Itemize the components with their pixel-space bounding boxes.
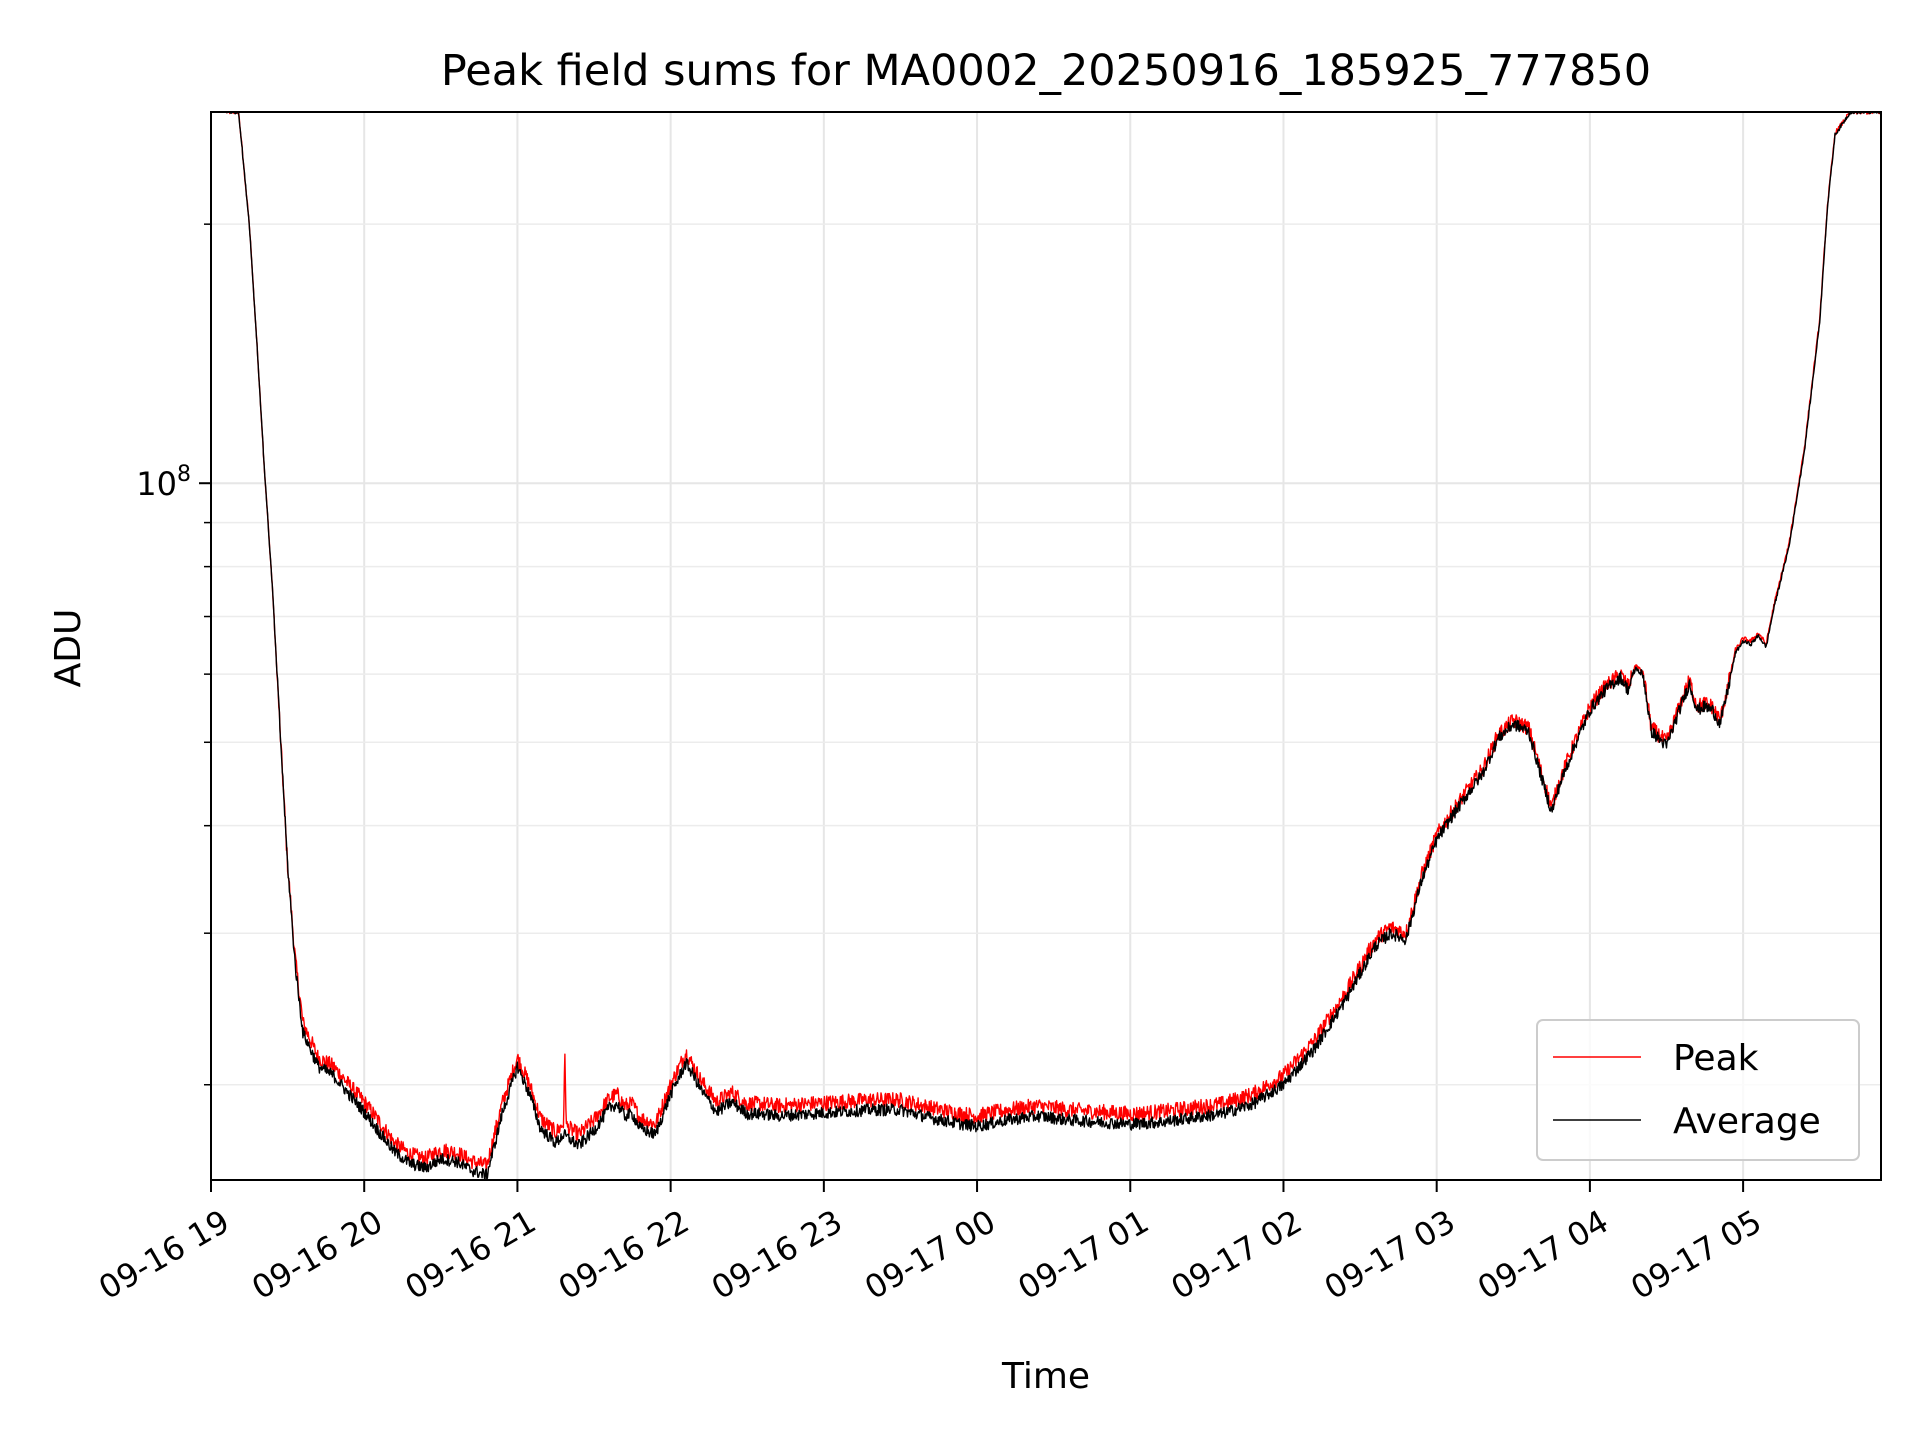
grid-lines <box>210 112 1881 1180</box>
x-axis-label: Time <box>1001 1356 1090 1397</box>
y-tick-label: 108 <box>136 462 191 503</box>
y-axis: 108 <box>136 223 211 1086</box>
plot-frame <box>210 111 1882 1181</box>
y-axis-label: ADU <box>48 609 89 688</box>
legend-label-peak: Peak <box>1673 1038 1759 1079</box>
chart-title: Peak field sums for MA0002_20250916_1859… <box>441 46 1651 96</box>
series-line-average <box>225 111 1882 1181</box>
series-layer <box>225 111 1882 1181</box>
legend-box <box>1536 1019 1860 1161</box>
legend: Peak Average <box>1536 1019 1860 1161</box>
legend-label-average: Average <box>1673 1101 1821 1142</box>
